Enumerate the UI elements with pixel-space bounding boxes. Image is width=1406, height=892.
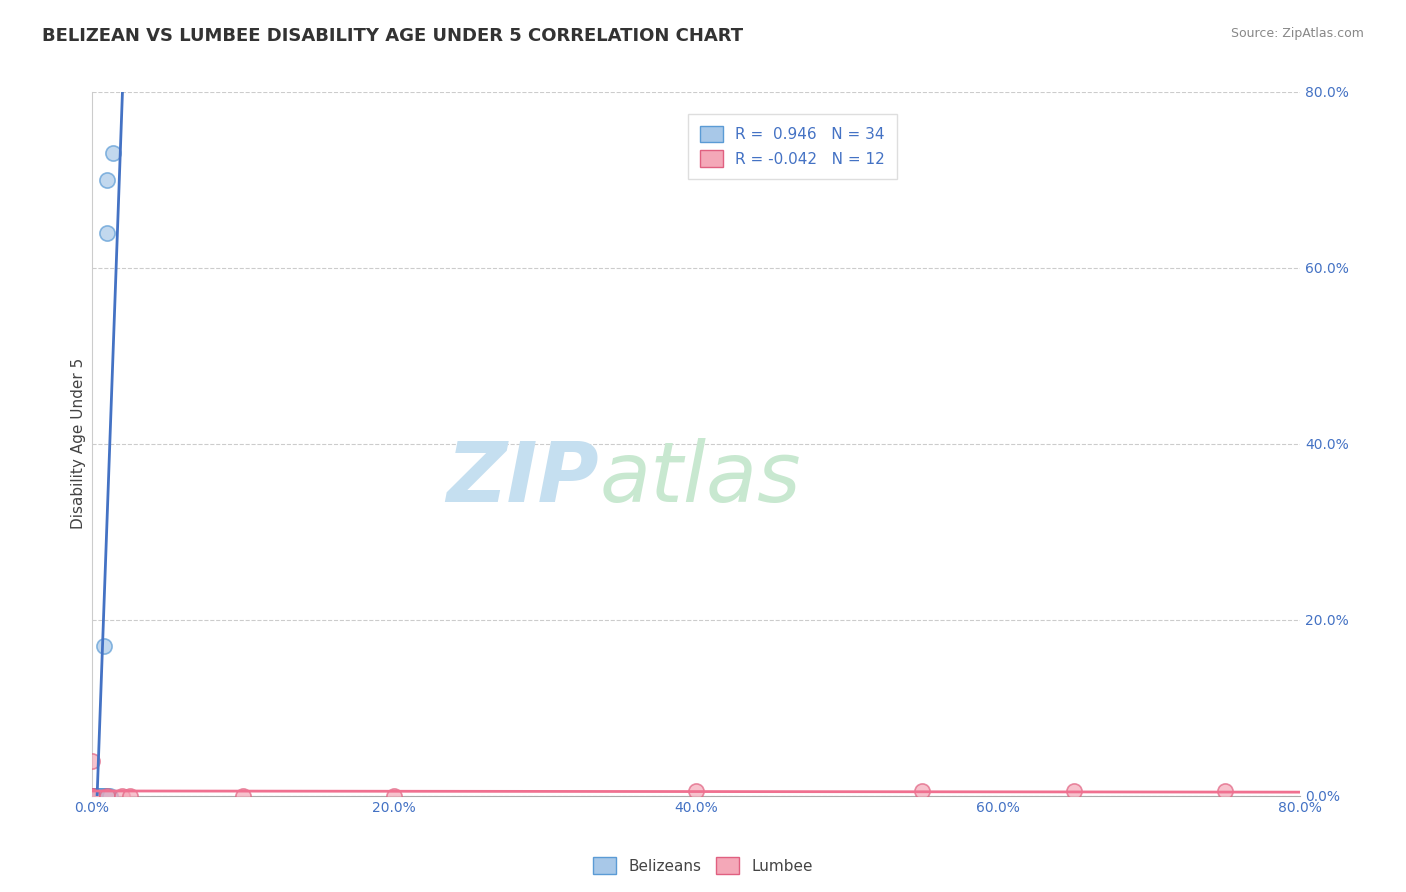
- Point: [80, 789, 103, 803]
- Point: [96, 226, 118, 240]
- Point: [80, 789, 103, 803]
- Point: [80, 789, 103, 803]
- Legend: R =  0.946   N = 34, R = -0.042   N = 12: R = 0.946 N = 34, R = -0.042 N = 12: [688, 113, 897, 179]
- Point: [80, 789, 103, 803]
- Point: [97, 789, 120, 803]
- Point: [80, 789, 103, 803]
- Point: [80, 789, 103, 803]
- Point: [94, 789, 117, 803]
- Point: [80, 789, 103, 803]
- Point: [90, 789, 112, 803]
- Point: [232, 789, 254, 803]
- Point: [96, 173, 118, 187]
- Point: [86, 789, 108, 803]
- Point: [87, 789, 110, 803]
- Point: [91, 789, 114, 803]
- Text: BELIZEAN VS LUMBEE DISABILITY AGE UNDER 5 CORRELATION CHART: BELIZEAN VS LUMBEE DISABILITY AGE UNDER …: [42, 27, 744, 45]
- Point: [86, 789, 108, 803]
- Point: [89, 789, 111, 803]
- Point: [93, 639, 115, 653]
- Text: Source: ZipAtlas.com: Source: ZipAtlas.com: [1230, 27, 1364, 40]
- Point: [86, 789, 108, 803]
- Point: [80, 789, 103, 803]
- Point: [91, 789, 114, 803]
- Point: [101, 146, 124, 161]
- Point: [80, 789, 103, 803]
- Point: [94, 789, 117, 803]
- Point: [382, 789, 405, 803]
- Point: [83, 789, 105, 803]
- Point: [83, 789, 105, 803]
- Text: atlas: atlas: [599, 439, 801, 519]
- Point: [96, 789, 118, 803]
- Point: [118, 789, 141, 803]
- Point: [911, 784, 934, 798]
- Point: [86, 789, 108, 803]
- Text: ZIP: ZIP: [447, 439, 599, 519]
- Point: [93, 789, 115, 803]
- Point: [87, 789, 110, 803]
- Point: [90, 789, 112, 803]
- Point: [98, 789, 121, 803]
- Point: [111, 789, 134, 803]
- Point: [91, 789, 114, 803]
- Point: [89, 789, 111, 803]
- Point: [685, 784, 707, 798]
- Point: [89, 789, 111, 803]
- Point: [87, 789, 110, 803]
- Point: [1063, 784, 1085, 798]
- Point: [1213, 784, 1236, 798]
- Y-axis label: Disability Age Under 5: Disability Age Under 5: [72, 359, 86, 530]
- Legend: Belizeans, Lumbee: Belizeans, Lumbee: [586, 851, 820, 880]
- Point: [80, 754, 103, 768]
- Point: [80, 789, 103, 803]
